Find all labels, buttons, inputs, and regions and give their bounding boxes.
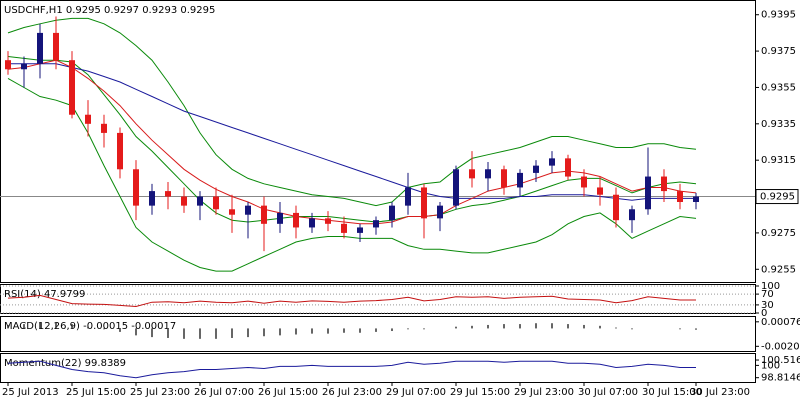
candle-body [645, 176, 651, 210]
candle-body [21, 63, 27, 70]
candle-body [357, 227, 363, 233]
x-tick-label: 26 Jul 15:00 [258, 387, 318, 398]
candle-body [245, 205, 251, 215]
y-tick-label: 70 [761, 289, 774, 300]
candle-body [661, 176, 667, 192]
candle-body [341, 223, 347, 233]
candle-body [85, 114, 91, 124]
last-price-label: 0.9295 [760, 192, 795, 203]
indicator-line [7, 59, 697, 225]
candle-body [549, 158, 555, 166]
panel-frame [0, 316, 756, 352]
candle-body [485, 169, 491, 179]
panel-frame [0, 353, 756, 383]
candle-body [293, 212, 299, 228]
candle-body [693, 196, 699, 202]
candle-body [517, 172, 523, 188]
x-tick-label: 25 Jul 15:00 [66, 387, 126, 398]
x-tick-label: 30 Jul 15:00 [642, 387, 702, 398]
panel-title: MACD(12,26,9) -0.00015 -0.00017 [4, 321, 176, 332]
candle-body [133, 169, 139, 206]
candle-body [453, 169, 459, 206]
candle-body [437, 205, 443, 219]
x-tick-label: 25 Jul 23:00 [130, 387, 190, 398]
panel-title: USDCHF,H1 0.9295 0.9297 0.9293 0.9295 [4, 5, 215, 16]
x-tick-label: 29 Jul 23:00 [514, 387, 574, 398]
candle-body [501, 169, 507, 188]
candle-body [197, 196, 203, 206]
candle-body [629, 209, 635, 221]
panel-title: Momentum(22) 99.8389 [4, 358, 126, 369]
candle-body [101, 123, 107, 133]
candle-body [677, 191, 683, 202]
candle-body [181, 196, 187, 206]
indicator-line [7, 294, 696, 308]
candle-body [373, 220, 379, 228]
y-tick-label: 0.00076 [761, 317, 800, 328]
y-tick-label: 0.9255 [761, 264, 796, 275]
candle-body [469, 169, 475, 179]
candle-body [565, 158, 571, 177]
last-price-box [755, 189, 799, 205]
candle-body [309, 218, 315, 228]
panel-frame [0, 0, 756, 283]
y-tick-label: 0 [761, 308, 767, 319]
x-tick-label: 25 Jul 2013 [2, 387, 59, 398]
candle-body [261, 205, 267, 224]
candle-body [325, 218, 331, 224]
y-tick-label: -0.00206 [761, 341, 800, 352]
candle-body [581, 176, 587, 188]
candle-body [69, 60, 75, 115]
candle-body [117, 132, 123, 170]
x-tick-label: 30 Jul 07:00 [578, 387, 638, 398]
y-tick-label: 98.8146 [761, 373, 800, 384]
candle-body [5, 60, 11, 70]
x-tick-label: 26 Jul 23:00 [322, 387, 382, 398]
candle-body [37, 32, 43, 64]
candle-body [277, 212, 283, 224]
x-tick-label: 29 Jul 15:00 [450, 387, 510, 398]
x-tick-label: 26 Jul 07:00 [194, 387, 254, 398]
indicator-line [7, 360, 696, 379]
x-tick-label: 30 Jul 23:00 [690, 387, 750, 398]
candle-body [213, 196, 219, 210]
y-tick-label: 0.9315 [761, 155, 796, 166]
y-tick-label: 0.9375 [761, 46, 796, 57]
y-tick-label: 0.9355 [761, 82, 796, 93]
panel-title: RSI(14) 47.9799 [4, 289, 85, 300]
y-tick-label: 30 [761, 300, 774, 311]
x-tick-label: 29 Jul 07:00 [386, 387, 446, 398]
y-tick-label: 0.9275 [761, 228, 796, 239]
y-tick-label: 100 [761, 281, 780, 292]
candle-body [389, 205, 395, 221]
candle-body [53, 32, 59, 61]
candle-body [165, 191, 171, 197]
indicator-line [7, 17, 697, 207]
candle-body [229, 209, 235, 215]
indicator-line [8, 63, 696, 201]
candle-body [613, 194, 619, 221]
candle-body [533, 165, 539, 173]
candle-body [405, 187, 411, 206]
y-tick-label: 100 [761, 360, 780, 371]
candle-body [149, 191, 155, 206]
candle-body [421, 187, 427, 219]
y-tick-label: 0.9395 [761, 10, 796, 21]
candle-body [597, 187, 603, 195]
y-tick-label: 0.9335 [761, 119, 796, 130]
indicator-line [7, 77, 697, 272]
